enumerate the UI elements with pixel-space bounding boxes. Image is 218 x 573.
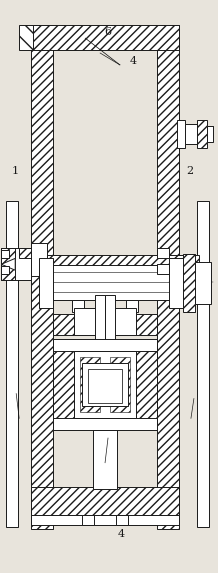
Bar [31,25,53,529]
Bar [82,363,128,406]
Bar [1,249,31,280]
Bar [31,488,179,515]
Bar [1,249,15,280]
Bar [157,264,169,274]
Bar [82,515,94,525]
Bar [72,300,84,312]
Bar [185,124,197,144]
Bar [1,266,9,274]
Bar [197,201,209,527]
Bar [126,300,138,312]
Bar [183,254,195,312]
Bar [19,249,37,258]
Bar [110,357,130,413]
Bar [136,347,157,421]
Bar [116,515,128,525]
Bar [31,25,179,50]
Bar [31,515,179,525]
Bar [197,120,207,148]
Bar [74,308,136,335]
Bar [157,25,179,529]
Bar [88,369,122,402]
Text: 2: 2 [186,166,193,175]
Text: 6: 6 [104,27,111,37]
Bar [53,265,171,300]
Bar [105,295,115,403]
Bar [95,295,105,403]
Bar [6,201,18,527]
Bar [93,430,117,489]
Bar [53,313,74,335]
Bar [207,126,213,142]
Bar [53,339,157,351]
Bar [80,357,100,413]
Bar [136,313,157,335]
Bar [53,347,74,421]
Bar [74,351,136,418]
Bar [177,120,185,148]
Bar [19,25,33,50]
Polygon shape [1,258,15,270]
Text: 4: 4 [117,529,124,539]
Bar [39,258,53,308]
Bar [169,258,183,308]
Text: 4: 4 [130,56,137,66]
Bar [157,249,169,258]
Bar [195,262,211,304]
Text: 1: 1 [12,166,19,175]
Bar [19,256,199,273]
Bar [31,242,47,276]
Bar [1,250,9,258]
Bar [53,418,157,430]
